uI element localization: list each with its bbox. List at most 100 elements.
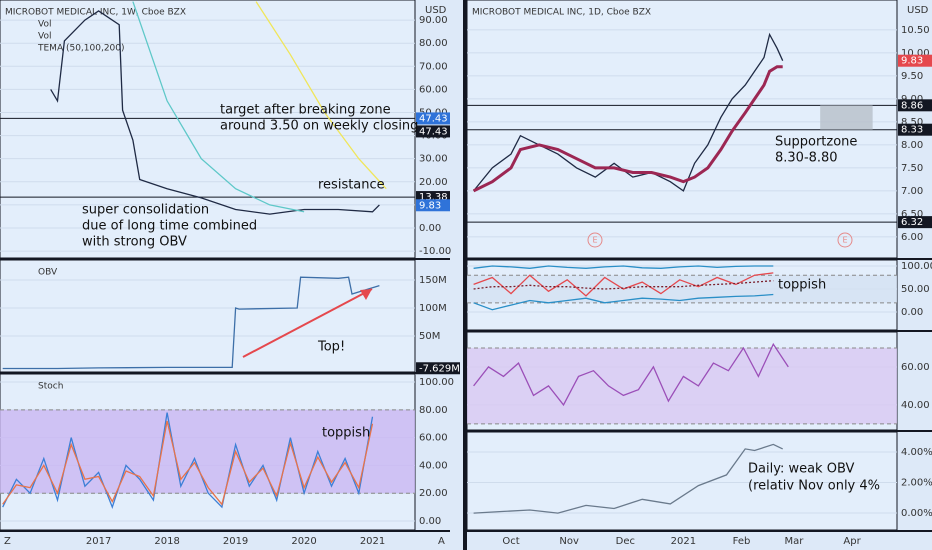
pane-label: OBV <box>38 268 58 278</box>
x-tick-label: Apr <box>843 536 861 547</box>
legend-label: Vol <box>38 20 51 30</box>
price-tag-label: 8.33 <box>901 125 923 136</box>
line-series <box>50 10 380 215</box>
y-tick-label: 0.00 <box>419 223 441 234</box>
y-tick-label: 80.00 <box>419 405 448 416</box>
price-tag <box>416 362 460 375</box>
annotation: with strong OBV <box>82 235 187 250</box>
unit-label: USD <box>425 5 447 16</box>
legend-label: Vol <box>38 32 51 42</box>
y-tick-label: 100.00 <box>419 377 454 388</box>
earnings-icon <box>587 232 603 248</box>
line-series <box>132 1 305 213</box>
x-tick-label: 2017 <box>86 536 111 547</box>
annotation: toppish <box>322 426 370 441</box>
y-tick-label: 4.00% <box>901 447 932 458</box>
toolbar-button[interactable]: Z <box>4 536 11 547</box>
y-tick-label: 6.00 <box>901 232 923 243</box>
annotation: resistance <box>318 178 385 193</box>
y-tick-label: 8.00 <box>901 140 923 151</box>
y-tick-label: 9.50 <box>901 71 923 82</box>
x-tick-label: Oct <box>502 536 519 547</box>
divider <box>463 0 467 550</box>
support-zone <box>820 105 873 130</box>
x-tick-label: Dec <box>616 536 635 547</box>
y-tick-label: 40.00 <box>419 460 448 471</box>
y-tick-label: 10.00 <box>901 48 930 59</box>
annotation: (relativ Nov only 4% <box>748 479 880 494</box>
y-tick-label: 20.00 <box>419 488 448 499</box>
annotation: 8.30-8.80 <box>775 151 838 166</box>
y-tick-label: 90.00 <box>419 15 448 26</box>
line-series <box>473 265 774 269</box>
x-tick-label: Mar <box>785 536 805 547</box>
earnings-icon <box>837 232 853 248</box>
arrow-head <box>360 289 372 300</box>
arrow <box>242 288 373 358</box>
y-tick-label: 2.00% <box>901 478 932 489</box>
x-tick-label: 2021 <box>360 536 385 547</box>
price-tag-label: 8.86 <box>901 100 923 111</box>
price-tag <box>898 54 932 67</box>
earnings-label: E <box>592 236 597 245</box>
annotation: super consolidation <box>82 203 209 218</box>
price-tag <box>898 216 932 229</box>
x-tick-label: Nov <box>559 536 579 547</box>
earnings-label: E <box>842 236 847 245</box>
y-tick-label: 7.00 <box>901 186 923 197</box>
price-tag-label: 6.32 <box>901 217 923 228</box>
price-tag-label: 9.83 <box>419 200 441 211</box>
price-tag-label: 47.43 <box>419 113 448 124</box>
line-series <box>472 65 783 193</box>
annotation: around 3.50 on weekly closing <box>220 119 418 134</box>
annotation: Supportzone <box>775 135 857 150</box>
pane <box>0 259 416 373</box>
x-tick-label: Feb <box>733 536 751 547</box>
annotation: target after breaking zone <box>220 103 391 118</box>
y-tick-label: 8.50 <box>901 117 923 128</box>
y-tick-label: -10.00 <box>419 246 451 257</box>
annotation: due of long time combined <box>82 219 257 234</box>
y-tick-label: 60.00 <box>901 362 930 373</box>
y-tick-label: 0.00 <box>901 307 923 318</box>
y-tick-label: 0.00% <box>901 508 932 519</box>
band <box>467 275 897 303</box>
toolbar-button[interactable]: A <box>438 536 445 547</box>
price-tag-label: 9.83 <box>901 56 923 67</box>
price-tag <box>416 199 450 212</box>
price-tag-label: 47.43 <box>419 126 448 137</box>
y-tick-label: 60.00 <box>419 433 448 444</box>
line-series <box>2 276 380 370</box>
line-series <box>473 443 783 514</box>
line-series <box>473 272 774 297</box>
x-tick-label: 2019 <box>223 536 248 547</box>
y-tick-label: 6.50 <box>901 209 923 220</box>
price-tag <box>898 99 932 112</box>
y-tick-label: 40.00 <box>901 400 930 411</box>
annotation: Top! <box>317 340 345 355</box>
legend-label: TEMA (50,100,200) <box>37 44 125 54</box>
band <box>467 347 897 424</box>
y-tick-label: 80.00 <box>419 38 448 49</box>
price-tag <box>898 123 932 136</box>
pane <box>466 431 898 531</box>
line-series <box>255 1 387 190</box>
price-tag <box>416 125 450 138</box>
annotation: toppish <box>778 278 826 293</box>
price-tag <box>416 112 450 125</box>
y-tick-label: 7.50 <box>901 163 923 174</box>
y-tick-label: 20.00 <box>419 177 448 188</box>
x-tick-label: 2020 <box>291 536 316 547</box>
y-tick-label: 0.00 <box>419 516 441 527</box>
price-tag-label: 13.38 <box>419 192 448 203</box>
y-tick-label: 100M <box>419 303 447 314</box>
y-tick-label: 50M <box>419 331 440 342</box>
annotation: Daily: weak OBV <box>748 462 854 477</box>
y-tick-label: 100.00 <box>901 261 932 272</box>
price-tag-label: -7.629M <box>419 363 460 374</box>
line-series <box>473 293 774 311</box>
unit-label: USD <box>907 5 929 16</box>
line-series <box>2 420 374 506</box>
y-tick-label: 60.00 <box>419 84 448 95</box>
